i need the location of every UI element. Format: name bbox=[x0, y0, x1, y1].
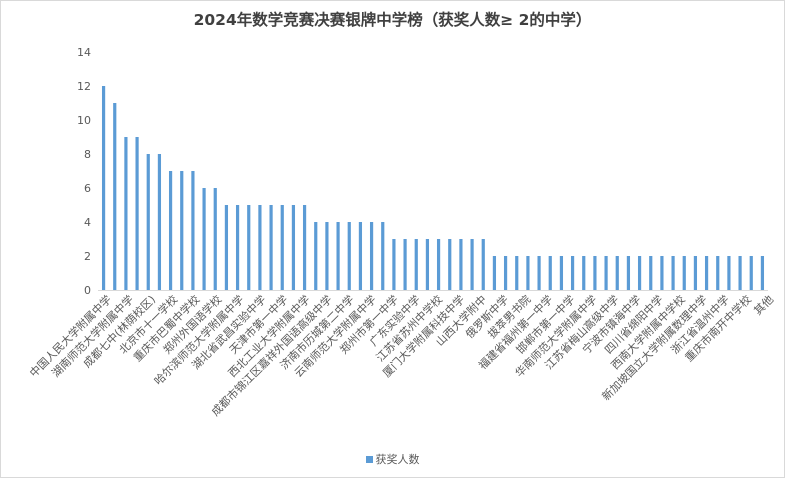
bar bbox=[749, 256, 753, 290]
bar bbox=[235, 205, 240, 290]
bar bbox=[247, 205, 251, 290]
y-tick-label: 4 bbox=[84, 216, 91, 229]
bar bbox=[593, 256, 597, 290]
bar bbox=[202, 188, 206, 290]
bar bbox=[436, 239, 441, 290]
bar bbox=[481, 239, 485, 290]
bar bbox=[682, 256, 686, 290]
bar bbox=[503, 256, 508, 290]
x-tick-label: 其他 bbox=[751, 293, 776, 318]
bar bbox=[135, 137, 139, 290]
bar bbox=[157, 154, 162, 290]
bar bbox=[604, 256, 608, 290]
bar bbox=[559, 256, 564, 290]
bar bbox=[760, 256, 765, 290]
bar bbox=[336, 222, 340, 290]
bar bbox=[738, 256, 742, 290]
bar bbox=[727, 256, 731, 290]
bar bbox=[626, 256, 631, 290]
y-tick-label: 14 bbox=[77, 46, 91, 59]
bar bbox=[570, 256, 575, 290]
bar bbox=[693, 256, 698, 290]
bar bbox=[280, 205, 284, 290]
bar bbox=[660, 256, 664, 290]
y-tick-label: 6 bbox=[84, 182, 91, 195]
bar bbox=[637, 256, 642, 290]
y-tick-label: 2 bbox=[84, 250, 91, 263]
bar bbox=[302, 205, 307, 290]
bar bbox=[347, 222, 351, 290]
y-tick-label: 12 bbox=[77, 80, 91, 93]
bar bbox=[168, 171, 173, 290]
bar bbox=[548, 256, 552, 290]
bar bbox=[716, 256, 720, 290]
bar bbox=[425, 239, 430, 290]
bar bbox=[124, 137, 128, 290]
bar bbox=[180, 171, 184, 290]
bar bbox=[459, 239, 463, 290]
bar bbox=[704, 256, 709, 290]
bar bbox=[381, 222, 385, 290]
bar bbox=[325, 222, 329, 290]
bar bbox=[213, 188, 217, 290]
bar bbox=[269, 205, 273, 290]
bar bbox=[224, 205, 229, 290]
bar bbox=[314, 222, 318, 290]
y-tick-label: 10 bbox=[77, 114, 91, 127]
bar bbox=[448, 239, 452, 290]
legend-label: 获奖人数 bbox=[375, 453, 420, 466]
bar bbox=[358, 222, 363, 290]
bar bbox=[113, 103, 117, 290]
bar bbox=[414, 239, 418, 290]
bar bbox=[470, 239, 474, 290]
bar bbox=[191, 171, 195, 290]
bar bbox=[492, 256, 497, 290]
bar bbox=[392, 239, 396, 290]
bar bbox=[582, 256, 586, 290]
bar bbox=[258, 205, 262, 290]
bar bbox=[146, 154, 150, 290]
bar bbox=[101, 86, 106, 290]
bar bbox=[369, 222, 374, 290]
legend: 获奖人数 bbox=[0, 451, 785, 467]
bar bbox=[515, 256, 519, 290]
bar bbox=[526, 256, 530, 290]
y-tick-label: 8 bbox=[84, 148, 91, 161]
bar bbox=[291, 205, 296, 290]
bar bbox=[403, 239, 407, 290]
bar bbox=[615, 256, 619, 290]
bar bbox=[671, 256, 675, 290]
bar bbox=[537, 256, 541, 290]
y-tick-label: 0 bbox=[84, 284, 91, 297]
bar bbox=[649, 256, 653, 290]
chart-title: 2024年数学竞赛决赛银牌中学榜（获奖人数≥ 2的中学） bbox=[193, 11, 592, 29]
legend-swatch bbox=[365, 455, 373, 463]
